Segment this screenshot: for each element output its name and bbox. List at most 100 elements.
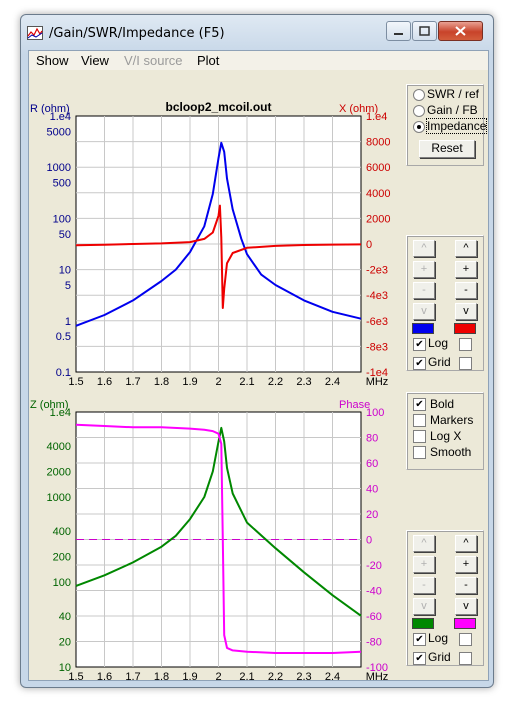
x-axis-unit: MHz — [366, 376, 389, 388]
lower-grid-right-checkbox[interactable] — [459, 652, 472, 665]
left-y-tick-label: 10 — [59, 265, 71, 277]
radio-gain[interactable] — [413, 105, 425, 117]
close-button[interactable] — [438, 21, 483, 41]
right-y-tick-label: 40 — [366, 484, 378, 496]
left-y-tick-label: 0.1 — [56, 367, 71, 379]
maximize-icon — [419, 26, 430, 36]
lower-log-label: Log — [428, 631, 449, 645]
right-y-tick-label: -6e3 — [366, 316, 388, 328]
left-y-tick-label: 100 — [53, 213, 71, 225]
title-bar[interactable]: /Gain/SWR/Impedance (F5) — [21, 15, 493, 47]
right-y-tick-label: 1.e4 — [366, 111, 387, 123]
x-tick-label: 2 — [215, 671, 221, 680]
lower-log-right-checkbox[interactable] — [459, 633, 472, 646]
impedance-phase-plot[interactable]: 1.5 1.6 1.7 1.8 1.9 2 2.1 2.2 2.3 2.4 MHz100806040… — [29, 394, 403, 680]
right-axis-label: Phase — [339, 399, 370, 411]
minimize-button[interactable] — [386, 21, 411, 41]
lower-left-color-swatch[interactable] — [412, 618, 434, 629]
right-y-tick-label: 0 — [366, 239, 372, 251]
menu-view[interactable]: View — [81, 53, 109, 68]
right-y-tick-label: 6000 — [366, 162, 390, 174]
lower-left-minus-button: - — [413, 577, 435, 594]
right-y-tick-label: -100 — [366, 662, 388, 674]
upper-grid-right-checkbox[interactable] — [459, 357, 472, 370]
menu-vi-source: V/I source — [124, 53, 183, 68]
right-y-tick-label: -60 — [366, 611, 382, 623]
x-tick-label: 2.1 — [239, 376, 254, 388]
x-axis-unit: MHz — [366, 671, 389, 680]
left-y-tick-label: 1.e4 — [50, 407, 71, 419]
right-y-tick-label: -4e3 — [366, 290, 388, 302]
smooth-label[interactable]: Smooth — [430, 445, 472, 459]
lower-right-color-swatch[interactable] — [454, 618, 476, 629]
lower-right-plus-button[interactable]: + — [455, 556, 477, 573]
left-y-tick-label: 500 — [53, 178, 71, 190]
upper-log-label: Log — [428, 336, 449, 350]
left-y-tick-label: 1.e4 — [50, 111, 71, 123]
menu-plot[interactable]: Plot — [197, 53, 220, 68]
x-tick-label: 1.5 — [68, 376, 83, 388]
radio-swr[interactable] — [413, 89, 425, 101]
upper-right-up-button[interactable]: ^ — [455, 240, 477, 257]
right-y-tick-label: -2e3 — [366, 265, 388, 277]
upper-grid-label: Grid — [428, 355, 451, 369]
lower-grid-left-checkbox[interactable]: ✔ — [413, 652, 426, 665]
lower-right-up-button[interactable]: ^ — [455, 535, 477, 552]
maximize-button[interactable] — [412, 21, 437, 41]
series-z-line — [75, 426, 362, 617]
upper-log-left-checkbox[interactable]: ✔ — [413, 338, 426, 351]
left-y-tick-label: 1 — [65, 316, 71, 328]
right-y-tick-label: -8e3 — [366, 341, 388, 353]
radio-impedance-label[interactable]: Impedance — [425, 118, 488, 134]
upper-right-plus-button[interactable]: + — [455, 261, 477, 278]
main-window: /Gain/SWR/Impedance (F5) Show View V/I s… — [20, 14, 494, 688]
left-y-tick-label: 10 — [59, 662, 71, 674]
client-area: Show View V/I source Plot 1.5 1.6 1.7 1.8 1.… — [28, 50, 489, 681]
x-tick-label: 1.7 — [125, 376, 140, 388]
left-y-tick-label: 1000 — [47, 162, 71, 174]
reset-button[interactable]: Reset — [419, 140, 475, 158]
x-tick-label: 1.6 — [97, 671, 112, 680]
x-tick-label: 1.7 — [125, 671, 140, 680]
app-icon — [27, 26, 43, 40]
options-panel: ✔ Bold Markers Log X Smooth — [406, 392, 484, 470]
upper-log-right-checkbox[interactable] — [459, 338, 472, 351]
markers-label[interactable]: Markers — [430, 413, 474, 427]
right-y-tick-label: -1e4 — [366, 367, 388, 379]
left-axis-label: R (ohm) — [30, 103, 70, 115]
logx-label[interactable]: Log X — [430, 429, 462, 443]
logx-checkbox[interactable] — [413, 430, 426, 443]
left-y-tick-label: 1000 — [47, 492, 71, 504]
lower-right-down-button[interactable]: v — [455, 598, 477, 615]
right-y-tick-label: 20 — [366, 509, 378, 521]
smooth-checkbox[interactable] — [413, 446, 426, 459]
radio-impedance[interactable] — [413, 121, 425, 133]
x-tick-label: 1.8 — [154, 671, 169, 680]
right-y-tick-label: 2000 — [366, 213, 390, 225]
right-y-tick-label: 8000 — [366, 137, 390, 149]
upper-left-color-swatch[interactable] — [412, 323, 434, 334]
lower-log-left-checkbox[interactable]: ✔ — [413, 633, 426, 646]
bold-checkbox[interactable]: ✔ — [413, 398, 426, 411]
bold-label[interactable]: Bold — [430, 397, 455, 411]
upper-axis-controls: ^ + - v ^ + - v ✔ Log ✔ Grid — [406, 235, 484, 371]
menu-show[interactable]: Show — [36, 53, 69, 68]
resistance-reactance-plot[interactable]: 1.5 1.6 1.7 1.8 1.9 2 2.1 2.2 2.3 2.4 MHz 1.e4 8000 6… — [29, 73, 403, 393]
x-tick-label: 2.2 — [268, 671, 283, 680]
right-axis-label: X (ohm) — [339, 103, 378, 115]
close-icon — [455, 26, 466, 36]
lower-right-minus-button[interactable]: - — [455, 577, 477, 594]
x-tick-label: 2.2 — [268, 376, 283, 388]
radio-swr-label[interactable]: SWR / ref — [427, 87, 480, 101]
left-y-tick-label: 5000 — [47, 126, 71, 138]
left-axis-label: Z (ohm) — [30, 399, 69, 411]
upper-right-color-swatch[interactable] — [454, 323, 476, 334]
upper-right-minus-button[interactable]: - — [455, 282, 477, 299]
right-y-tick-label: 4000 — [366, 188, 390, 200]
radio-gain-label[interactable]: Gain / FB — [427, 103, 478, 117]
upper-right-down-button[interactable]: v — [455, 303, 477, 320]
upper-grid-left-checkbox[interactable]: ✔ — [413, 357, 426, 370]
markers-checkbox[interactable] — [413, 414, 426, 427]
right-y-tick-label: 80 — [366, 433, 378, 445]
right-y-tick-label: 100 — [366, 407, 384, 419]
